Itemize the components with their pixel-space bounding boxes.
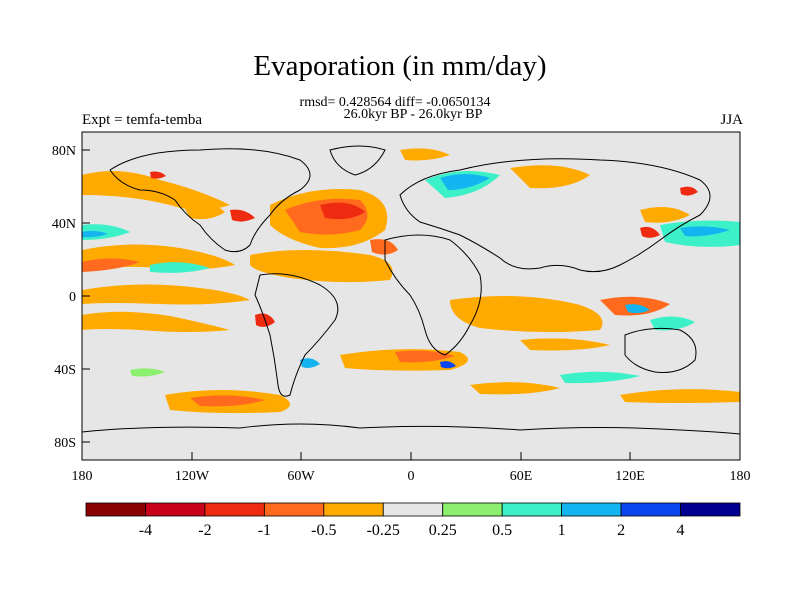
field-patch <box>625 304 650 314</box>
colorbar-label: -1 <box>258 522 271 539</box>
latitude-axis <box>82 149 90 443</box>
field-patch <box>440 174 490 190</box>
field-patch <box>230 209 255 222</box>
map-area <box>81 131 741 461</box>
longitude-labels: 180 120W 60W 0 60E 120E 180 <box>72 469 751 484</box>
coastline-antarctica <box>81 423 741 435</box>
field-patch <box>680 186 698 196</box>
field-patch <box>150 171 166 179</box>
colorbar-label: 1 <box>558 522 566 539</box>
colorbar-labels: -4 -2 -1 -0.5 -0.25 0.25 0.5 1 2 4 <box>139 522 685 539</box>
coastline-north-america <box>109 148 311 253</box>
lat-label: 40N <box>52 217 76 232</box>
colorbar-label: 2 <box>617 522 625 539</box>
colorbar-swatch <box>620 502 681 517</box>
lat-label: 0 <box>69 290 76 305</box>
field-patch <box>620 389 740 403</box>
colorbar-swatch <box>204 502 265 517</box>
colorbar-label: -0.5 <box>311 522 336 539</box>
lat-label: 80N <box>52 144 76 159</box>
lon-label: 120E <box>615 469 645 484</box>
colorbar-swatch <box>145 502 206 517</box>
field-patch <box>470 382 560 395</box>
field-patch <box>650 316 695 331</box>
field-patch <box>450 296 603 333</box>
colorbar-label: -4 <box>139 522 152 539</box>
colorbar-swatch <box>680 502 741 517</box>
field-patch <box>190 395 265 407</box>
season-label: JJA <box>720 112 743 128</box>
period-line: 26.0kyr BP - 26.0kyr BP <box>343 107 483 122</box>
field-patch <box>180 198 225 220</box>
lat-label: 80S <box>54 436 76 451</box>
colorbar-label: 0.25 <box>429 522 457 539</box>
field-patch <box>82 258 140 272</box>
lat-label: 40S <box>54 363 76 378</box>
experiment-label: Expt = temfa-temba <box>82 112 203 128</box>
stats-line: rmsd= 0.428564 diff= -0.0650134 <box>299 95 491 110</box>
colorbar-swatch <box>442 502 503 517</box>
lon-label: 60W <box>287 469 315 484</box>
field-patch <box>82 230 108 238</box>
lon-label: 60E <box>510 469 533 484</box>
lon-label: 180 <box>72 469 93 484</box>
colorbar-swatch <box>561 502 622 517</box>
coastline-africa <box>384 234 482 356</box>
longitude-axis <box>81 452 741 460</box>
field-patch <box>320 202 365 220</box>
field-patch <box>640 206 690 223</box>
field-patch <box>560 371 640 384</box>
field-patch <box>640 226 660 238</box>
field-patch <box>300 358 320 368</box>
coastline-australia <box>624 327 697 373</box>
field-patch <box>370 239 398 255</box>
lon-label: 180 <box>730 469 751 484</box>
field-patch <box>82 284 250 305</box>
colorbar-swatch <box>263 502 325 517</box>
colorbar-swatch <box>501 502 563 517</box>
colorbar-label: 0.5 <box>492 522 512 539</box>
coastline-south-america <box>254 273 339 397</box>
lon-label: 0 <box>408 469 415 484</box>
field-patch <box>130 368 165 377</box>
colorbar-label: 4 <box>677 522 685 539</box>
field-patch <box>395 350 455 363</box>
latitude-labels: 80N 40N 0 40S 80S <box>52 144 76 451</box>
colorbar-swatch <box>382 502 444 517</box>
colorbar-label: -2 <box>198 522 211 539</box>
map-title: Evaporation (in mm/day) <box>253 50 547 82</box>
colorbar-swatch <box>85 502 146 517</box>
colorbar <box>85 502 741 517</box>
field-patch <box>82 311 230 332</box>
coastline-greenland <box>329 145 386 176</box>
field-patch <box>400 148 450 161</box>
field-patch <box>440 361 456 369</box>
field-patch <box>680 226 730 237</box>
colorbar-label: -0.25 <box>367 522 400 539</box>
coastlines <box>81 145 741 435</box>
lon-label: 120W <box>175 469 210 484</box>
field-patch <box>510 165 590 189</box>
field-patch <box>520 338 610 351</box>
field-patch <box>150 262 210 273</box>
colorbar-swatch <box>323 502 384 517</box>
evaporation-field <box>82 148 740 414</box>
coastline-eurasia <box>399 158 711 273</box>
